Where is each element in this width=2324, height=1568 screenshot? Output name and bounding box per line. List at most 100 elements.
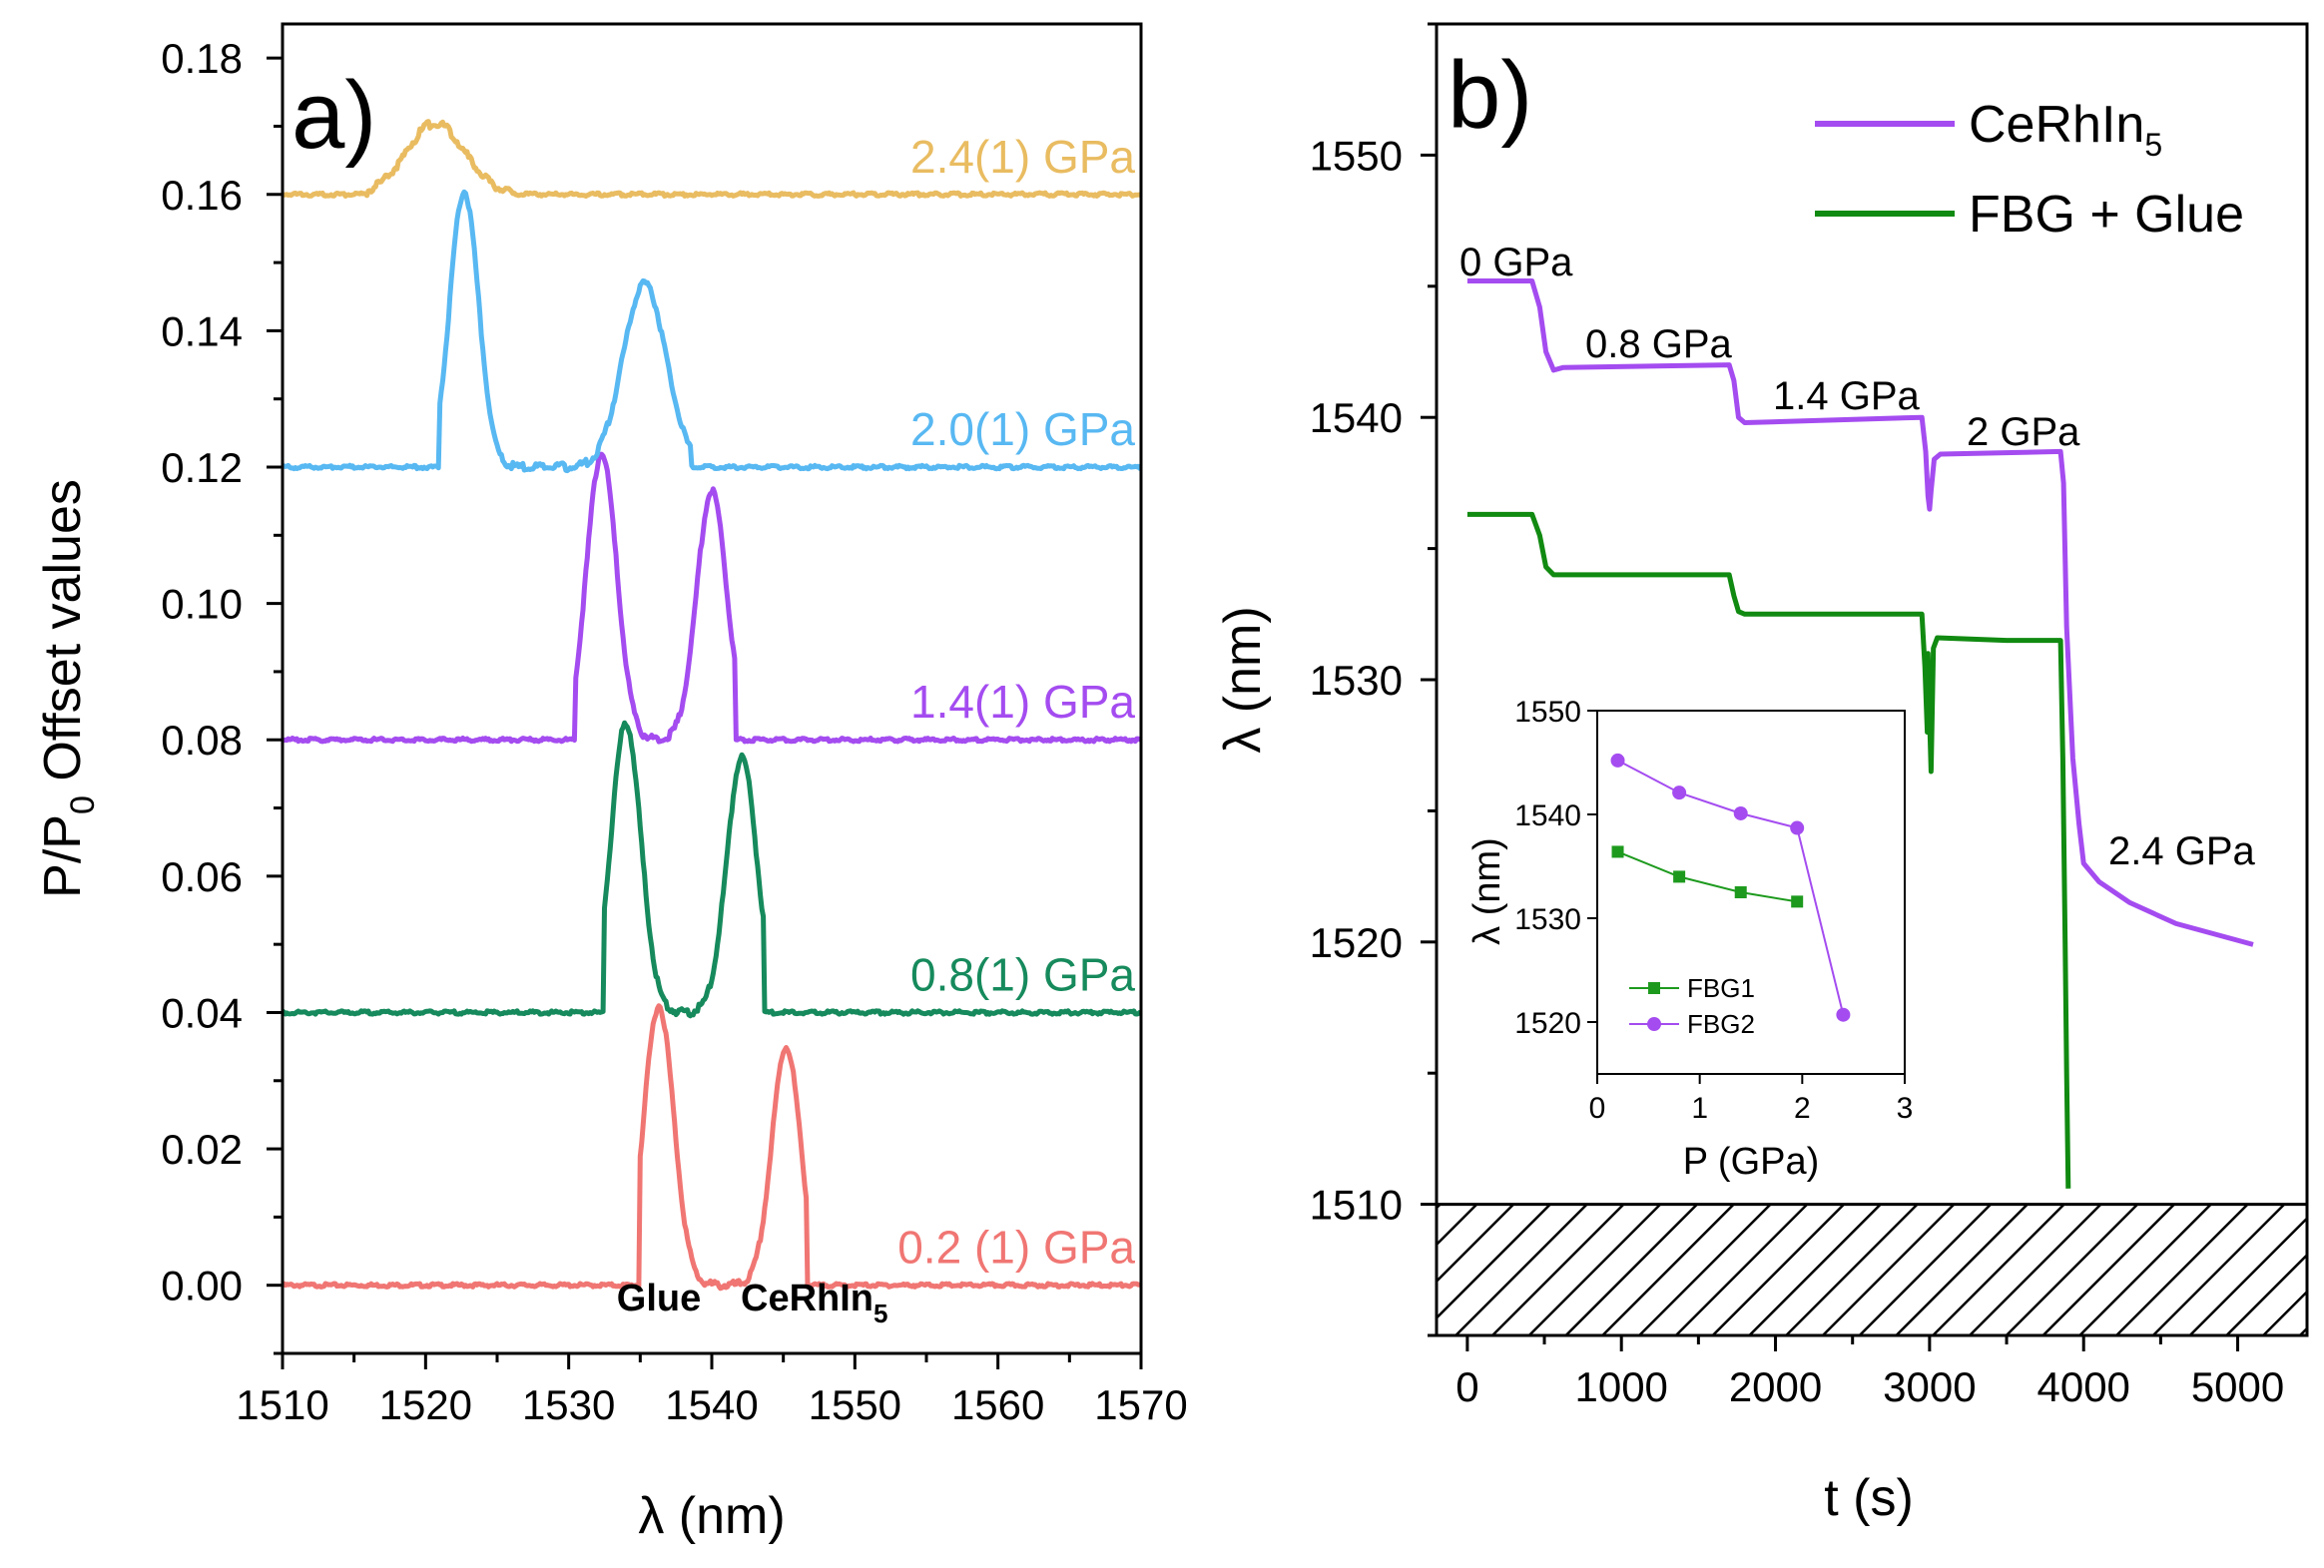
inset-x-tick-label-3: 3 [1897, 1092, 1914, 1125]
cerhin-peak-label: CeRhIn5 [741, 1278, 887, 1328]
x-tick-label-1000: 1000 [1574, 1363, 1667, 1410]
series-1-4-1-gpa [283, 451, 1141, 745]
x-tick-label-1570: 1570 [1094, 1381, 1187, 1428]
y-tick-label-0.14: 0.14 [161, 307, 243, 354]
legend-label-cerhin: CeRhIn5 [1969, 96, 2162, 163]
x-tick-label-5000: 5000 [2191, 1363, 2284, 1410]
y-tick-label-0.12: 0.12 [161, 444, 243, 491]
curve-label-2-0-1-gpa: 2.0(1) GPa [910, 403, 1135, 455]
y-tick-label-0.18: 0.18 [161, 35, 243, 82]
inset-point-fbg2 [1672, 785, 1687, 800]
panel-a-y-title-rest: Offset values [34, 479, 92, 795]
curve-label-0-2-1-gpa: 0.2 (1) GPa [897, 1222, 1135, 1274]
inset-y-tick-label-1520: 1520 [1514, 1007, 1581, 1040]
series-cerhin [1466, 278, 2254, 947]
inset-y-tick-label-1530: 1530 [1514, 903, 1581, 936]
x-tick-label-3000: 3000 [1883, 1363, 1976, 1410]
panel-b-legend: CeRhIn5 FBG + Glue [1815, 96, 2244, 244]
x-tick-label-1530: 1530 [522, 1381, 615, 1428]
inset-x-title: P (GPa) [1683, 1141, 1820, 1183]
x-tick-label-1540: 1540 [665, 1381, 758, 1428]
legend-label-cerhin-sub: 5 [2144, 127, 2162, 163]
cerhin-peak-label-base: CeRhIn [741, 1278, 873, 1319]
panel-b-x-title: t (s) [1824, 1469, 1914, 1527]
inset-x-tick-label-0: 0 [1589, 1092, 1606, 1125]
inset-point-fbg2 [1733, 805, 1748, 820]
inset-point-fbg1 [1734, 886, 1747, 898]
panel-a-y-ticks: 0.00 0.02 0.04 0.06 0.08 0.10 0.12 0.14 0.16 0.18 [161, 35, 283, 1355]
series-2-4-1-gpa [283, 119, 1141, 199]
y-tick-label-1520: 1520 [1310, 919, 1403, 966]
inset-point-fbg2 [1610, 753, 1625, 768]
step-label-1-4gpa: 1.4 GPa [1773, 374, 1921, 418]
inset-plot: 0 1 2 3 1520 1530 1540 1550 P (GPa) λ (nm) FBG… [1466, 696, 1913, 1183]
y-tick-label-0.06: 0.06 [161, 853, 243, 900]
x-tick-label-0: 0 [1455, 1363, 1478, 1410]
y-tick-label-1510: 1510 [1310, 1182, 1403, 1229]
y-tick-label-0.04: 0.04 [161, 989, 243, 1036]
panel-a-y-title-sub: 0 [64, 795, 102, 814]
x-tick-label-2000: 2000 [1729, 1363, 1822, 1410]
panel-b-series [1466, 278, 2254, 1189]
glue-peak-label: Glue [617, 1278, 701, 1319]
step-label-0-8gpa: 0.8 GPa [1585, 322, 1733, 366]
panel-b-label: b) [1448, 42, 1532, 149]
panel-b: 0 1000 2000 3000 4000 5000 151015201530154015… [1214, 22, 2309, 1527]
panel-b-step-labels: 0 GPa 0.8 GPa 1.4 GPa 2 GPa 2.4 GPa [1459, 241, 2256, 873]
inset-legend-marker-fbg1 [1648, 982, 1660, 994]
y-tick-label-1550: 1550 [1310, 132, 1403, 179]
panel-a-y-title: P/P0 Offset values [34, 479, 102, 898]
inset-x-tick-label-2: 2 [1794, 1092, 1811, 1125]
inset-legend-marker-fbg2 [1647, 1017, 1661, 1031]
panel-b-y-ticks: 1510 1520 1530 1540 1550 [1310, 22, 1437, 1337]
step-label-0gpa: 0 GPa [1459, 241, 1573, 284]
y-tick-label-1540: 1540 [1310, 394, 1403, 441]
series-0-8-1-gpa [283, 720, 1141, 1019]
x-tick-label-4000: 4000 [2036, 1363, 2129, 1410]
panel-a-series [283, 119, 1141, 1292]
series-2-0-1-gpa [283, 189, 1141, 474]
curve-label-2-4-1-gpa: 2.4(1) GPa [910, 131, 1135, 183]
inset-line-fbg1 [1617, 850, 1798, 903]
inset-legend-label-fbg1: FBG1 [1687, 973, 1755, 1003]
y-tick-label-0.02: 0.02 [161, 1126, 243, 1173]
inset-point-fbg1 [1611, 845, 1624, 858]
inset-x-tick-label-1: 1 [1691, 1092, 1708, 1125]
step-label-2gpa: 2 GPa [1967, 410, 2080, 454]
inset-point-fbg1 [1791, 895, 1804, 908]
y-tick-label-0.08: 0.08 [161, 717, 243, 764]
series-fbg-glue [1466, 511, 2071, 1189]
inset-y-title: λ (nm) [1466, 837, 1508, 945]
legend-label-cerhin-base: CeRhIn [1969, 96, 2144, 154]
series-0-2-1-gpa [283, 1003, 1141, 1292]
curve-label-0-8-1-gpa: 0.8(1) GPa [910, 948, 1135, 1000]
panel-a-label: a) [291, 62, 376, 169]
x-tick-label-1520: 1520 [379, 1381, 472, 1428]
step-label-2-4gpa: 2.4 GPa [2108, 829, 2256, 873]
inset-y-ticks: 1520 1530 1540 1550 [1514, 696, 1597, 1040]
x-tick-label-1560: 1560 [951, 1381, 1044, 1428]
inset-point-fbg1 [1673, 870, 1686, 883]
panel-b-y-title: λ (nm) [1214, 606, 1272, 753]
inset-x-ticks: 0 1 2 3 [1589, 1074, 1914, 1125]
hatched-region [1437, 1204, 2307, 1335]
inset-point-fbg2 [1790, 820, 1805, 835]
panel-b-x-ticks: 0 1000 2000 3000 4000 5000 [1455, 1335, 2284, 1410]
legend-label-fbg-glue: FBG + Glue [1969, 186, 2244, 244]
panel-a-curve-labels: 0.2 (1) GPa 0.8(1) GPa 1.4(1) GPa 2.0(1) GP… [897, 131, 1135, 1274]
inset-series [1610, 753, 1851, 1022]
inset-legend-label-fbg2: FBG2 [1687, 1009, 1755, 1039]
panel-a: 1510 1520 1530 1540 1550 1560 1570 0.000.020.0… [34, 22, 1188, 1545]
cerhin-peak-label-sub: 5 [873, 1299, 887, 1328]
panel-a-x-ticks: 1510 1520 1530 1540 1550 1560 1570 [236, 1353, 1188, 1428]
panel-a-x-title: λ (nm) [638, 1487, 785, 1545]
x-tick-label-1510: 1510 [236, 1381, 328, 1428]
x-tick-label-1550: 1550 [809, 1381, 901, 1428]
y-tick-label-1530: 1530 [1310, 657, 1403, 704]
inset-y-tick-label-1550: 1550 [1514, 696, 1581, 729]
inset-point-fbg2 [1836, 1007, 1851, 1022]
inset-y-tick-label-1540: 1540 [1514, 799, 1581, 832]
curve-label-1-4-1-gpa: 1.4(1) GPa [910, 676, 1135, 728]
y-tick-label-0.10: 0.10 [161, 581, 243, 628]
